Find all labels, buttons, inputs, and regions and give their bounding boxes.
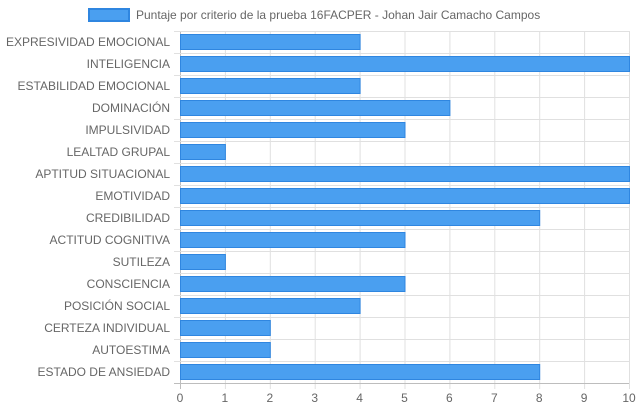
bar[interactable] xyxy=(180,210,541,226)
category-label: CONSCIENCIA xyxy=(87,277,170,291)
bar[interactable] xyxy=(180,320,271,336)
category-label: POSICIÓN SOCIAL xyxy=(64,298,170,313)
bar[interactable] xyxy=(180,56,630,72)
x-tick-label: 7 xyxy=(491,391,498,405)
bar[interactable] xyxy=(180,342,271,358)
category-label: EXPRESIVIDAD EMOCIONAL xyxy=(6,35,170,49)
x-tick-label: 9 xyxy=(581,391,588,405)
category-label: INTELIGENCIA xyxy=(87,57,170,71)
x-tick-label: 5 xyxy=(401,391,408,405)
bar[interactable] xyxy=(180,364,541,380)
legend-label: Puntaje por criterio de la prueba 16FACP… xyxy=(136,8,540,22)
x-tick-label: 8 xyxy=(536,391,543,405)
category-label: APTITUD SITUACIONAL xyxy=(35,167,170,181)
category-label: CERTEZA INDIVIDUAL xyxy=(44,321,170,335)
bar[interactable] xyxy=(180,166,630,182)
bar[interactable] xyxy=(180,188,630,204)
bar[interactable] xyxy=(180,144,226,160)
legend[interactable]: Puntaje por criterio de la prueba 16FACP… xyxy=(88,8,540,22)
bar[interactable] xyxy=(180,298,361,314)
category-label: AUTOESTIMA xyxy=(92,343,170,357)
category-label: ACTITUD COGNITIVA xyxy=(50,233,170,247)
legend-swatch xyxy=(88,8,130,22)
bar[interactable] xyxy=(180,232,406,248)
x-tick-labels: 0 1 2 3 4 5 6 7 8 9 10 xyxy=(177,391,636,405)
x-tick-label: 2 xyxy=(266,391,273,405)
category-label: SUTILEZA xyxy=(113,255,170,269)
bar[interactable] xyxy=(180,122,406,138)
category-label: CREDIBILIDAD xyxy=(86,211,170,225)
category-label: DOMINACIÓN xyxy=(92,100,170,115)
category-label: ESTABILIDAD EMOCIONAL xyxy=(18,79,171,93)
x-tick-label: 0 xyxy=(177,391,184,405)
x-tick-label: 10 xyxy=(622,391,636,405)
category-label: IMPULSIVIDAD xyxy=(85,123,170,137)
bar[interactable] xyxy=(180,34,361,50)
category-label: ESTADO DE ANSIEDAD xyxy=(38,365,171,379)
bar[interactable] xyxy=(180,100,451,116)
category-label: EMOTIVIDAD xyxy=(95,189,170,203)
category-label: LEALTAD GRUPAL xyxy=(67,145,171,159)
grid-lines xyxy=(174,31,630,389)
x-tick-label: 6 xyxy=(446,391,453,405)
x-tick-label: 1 xyxy=(222,391,229,405)
bar[interactable] xyxy=(180,254,226,270)
bar[interactable] xyxy=(180,78,361,94)
category-labels: EXPRESIVIDAD EMOCIONAL INTELIGENCIA ESTABI… xyxy=(6,35,170,379)
x-tick-label: 4 xyxy=(356,391,363,405)
bars xyxy=(180,34,630,380)
x-tick-label: 3 xyxy=(311,391,318,405)
bar[interactable] xyxy=(180,276,406,292)
